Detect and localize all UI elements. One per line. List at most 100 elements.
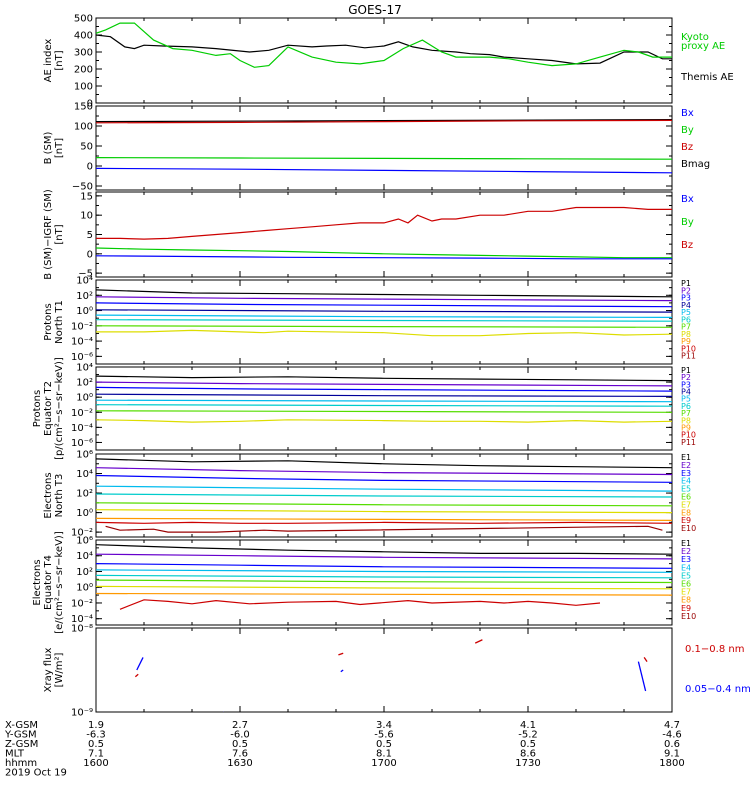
x-row-value: 0.5: [232, 739, 248, 750]
x-row-label: X-GSM: [5, 720, 38, 731]
y-tick-label: 10⁰: [76, 306, 93, 317]
legend-entry: P3: [681, 294, 691, 303]
y-axis-label: [e/(cm²−s−sr−keV)]: [54, 531, 65, 634]
y-tick-label: 10⁻²: [71, 528, 93, 539]
xray-segment: [643, 657, 648, 662]
y-axis-label: [nT]: [54, 224, 65, 244]
legend-entry: Bx: [681, 194, 694, 205]
x-row-value: -4.6: [662, 730, 682, 741]
y-tick-label: 400: [74, 31, 93, 42]
series-p2: [96, 296, 672, 302]
y-axis-label: Protons: [32, 390, 43, 427]
series-p5: [96, 399, 672, 403]
legend-entry: Bx: [681, 108, 694, 119]
legend-entry: P6: [681, 402, 691, 411]
xray-segment: [134, 673, 139, 678]
x-row-value: 8.1: [376, 749, 392, 760]
y-axis-label: AE index: [43, 39, 54, 83]
y-axis-label: North T3: [54, 474, 65, 518]
figure-title: GOES-17: [348, 3, 402, 17]
y-axis-label: [p/(cm²−s−sr−keV)]: [54, 357, 65, 460]
series-p3: [96, 386, 672, 392]
series-e7: [96, 585, 672, 590]
y-tick-label: 10⁴: [76, 469, 93, 480]
legend-entry: E1: [681, 539, 691, 548]
y-tick-label: −5: [78, 269, 93, 280]
y-axis-label: B (SM)−IGRF (SM): [43, 189, 54, 280]
xray-segment: [340, 669, 344, 673]
plot-area: [96, 22, 672, 68]
series-e3: [96, 474, 672, 483]
y-tick-label: 10⁻⁸: [71, 624, 93, 635]
series-e7: [96, 509, 672, 514]
legend-entry: E2: [681, 547, 691, 556]
legend-entry: E8: [681, 508, 691, 517]
legend-entry: P1: [681, 366, 691, 375]
legend: Bx By Bz Bmag: [681, 108, 710, 170]
series-e6: [96, 502, 672, 507]
legend-entry: P10: [681, 431, 696, 440]
y-tick-label: 10⁻⁴: [71, 337, 93, 348]
legend-entry: Themis AE: [680, 72, 734, 83]
legend-entry: P4: [681, 301, 691, 310]
legend-entry: P9: [681, 337, 691, 346]
legend-entry: Bz: [681, 142, 693, 153]
plot-area: [96, 458, 672, 533]
y-axis-label: [W/m²]: [54, 652, 65, 687]
y-tick-label: 0: [87, 249, 93, 260]
legend-entry: E6: [681, 493, 691, 502]
y-tick-label: 10⁻⁹: [71, 708, 93, 719]
legend: Bx By Bz: [681, 194, 694, 251]
y-tick-label: 10⁻⁶: [71, 352, 93, 363]
series-e9: [119, 599, 601, 610]
panel-8: 10⁻⁸ 10⁻⁹ Xray flux [W/m²] 0.1−0.8 nm 0.05−0.…: [43, 624, 750, 719]
legend-entry: P5: [681, 395, 691, 404]
legend-entry: P9: [681, 423, 691, 432]
x-row-value: -5.2: [518, 730, 538, 741]
legend-entry: E7: [681, 588, 691, 597]
y-tick-label: 10⁻²: [71, 408, 93, 419]
panel-frame: [95, 105, 673, 191]
xray-segment: [637, 661, 647, 692]
y-tick-label: 200: [74, 65, 93, 76]
legend-entry: E9: [681, 604, 691, 613]
y-tick-label: 5: [87, 230, 93, 241]
series-e10: [105, 525, 663, 533]
legend-entry: P6: [681, 315, 691, 324]
legend-entry: P2: [681, 373, 691, 382]
legend-entry: Bmag: [681, 159, 710, 170]
x-row-value: 0.5: [376, 739, 392, 750]
x-row-label: MLT: [5, 749, 25, 760]
panel-5: 10⁴ 10² 10⁰ 10⁻² 10⁻⁴ 10⁻⁶ Protons Equator T2 [p…: [32, 357, 696, 460]
legend-entry: E5: [681, 485, 691, 494]
panel-frame: [95, 627, 673, 713]
panel-2: −50 0 50 100 150 B (SM) [nT] Bx By Bz Bmag: [43, 102, 710, 193]
legend-entry: P11: [681, 438, 696, 447]
x-row-value: 1700: [371, 758, 396, 769]
y-tick-label: 10²: [76, 567, 93, 578]
legend-entry: E7: [681, 500, 691, 509]
legend-entry: P2: [681, 286, 691, 295]
legend-entry: P7: [681, 409, 691, 418]
legend-entry: 0.1−0.8 nm: [685, 644, 744, 655]
y-tick-label: −50: [72, 182, 93, 193]
legend-entry: E4: [681, 563, 691, 572]
series-p5: [96, 314, 672, 318]
y-axis-label: [nT]: [54, 50, 65, 70]
x-row-label: Y-GSM: [4, 730, 37, 741]
legend-entry: P1: [681, 279, 691, 288]
series-bx: [96, 255, 672, 260]
y-tick-label: 10²: [76, 291, 93, 302]
x-row-value: 9.1: [664, 749, 680, 760]
series-e8: [96, 517, 672, 522]
series-p8: [96, 329, 672, 337]
x-row-value: 1600: [83, 758, 108, 769]
y-tick-label: 10⁻⁶: [71, 438, 93, 449]
x-row-value: 2.7: [232, 720, 248, 731]
y-tick-label: 10: [80, 211, 93, 222]
series-e8: [96, 592, 672, 596]
